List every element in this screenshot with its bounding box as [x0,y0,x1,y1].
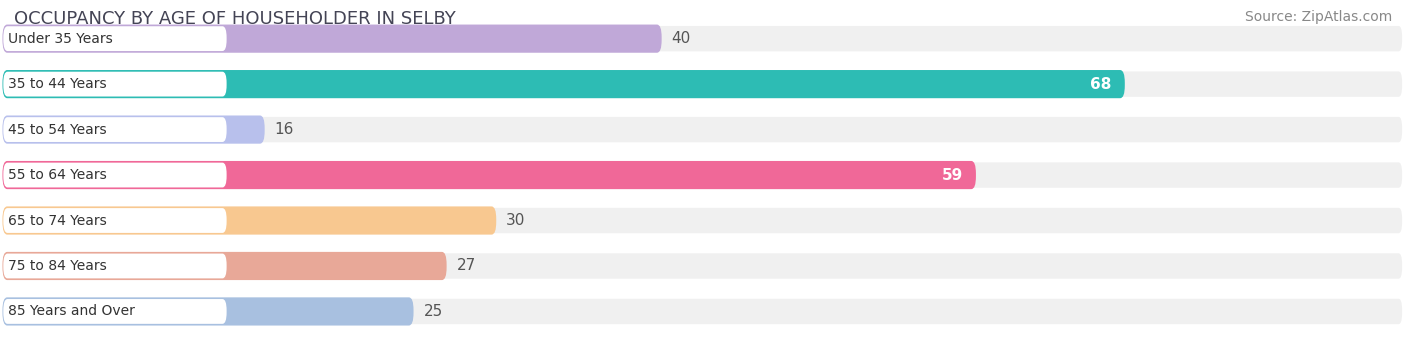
FancyBboxPatch shape [3,70,1403,98]
FancyBboxPatch shape [3,161,1403,189]
FancyBboxPatch shape [3,161,976,189]
FancyBboxPatch shape [3,252,1403,280]
FancyBboxPatch shape [3,299,226,324]
Text: 85 Years and Over: 85 Years and Over [8,305,135,318]
FancyBboxPatch shape [3,254,226,278]
FancyBboxPatch shape [3,206,496,235]
Text: 75 to 84 Years: 75 to 84 Years [8,259,107,273]
Text: 40: 40 [672,31,690,46]
FancyBboxPatch shape [3,297,1403,326]
Text: OCCUPANCY BY AGE OF HOUSEHOLDER IN SELBY: OCCUPANCY BY AGE OF HOUSEHOLDER IN SELBY [14,10,456,28]
FancyBboxPatch shape [3,252,447,280]
Text: 25: 25 [423,304,443,319]
Text: Source: ZipAtlas.com: Source: ZipAtlas.com [1244,10,1392,24]
FancyBboxPatch shape [3,70,1125,98]
FancyBboxPatch shape [3,163,226,188]
Text: 59: 59 [942,167,963,182]
Text: 45 to 54 Years: 45 to 54 Years [8,122,107,137]
Text: Under 35 Years: Under 35 Years [8,32,112,46]
FancyBboxPatch shape [3,206,1403,235]
Text: 35 to 44 Years: 35 to 44 Years [8,77,107,91]
Text: 55 to 64 Years: 55 to 64 Years [8,168,107,182]
FancyBboxPatch shape [3,117,226,142]
Text: 16: 16 [274,122,294,137]
FancyBboxPatch shape [3,25,662,53]
FancyBboxPatch shape [3,25,1403,53]
Text: 27: 27 [457,258,475,273]
FancyBboxPatch shape [3,116,1403,144]
FancyBboxPatch shape [3,72,226,97]
FancyBboxPatch shape [3,297,413,326]
FancyBboxPatch shape [3,26,226,51]
Text: 65 to 74 Years: 65 to 74 Years [8,213,107,227]
FancyBboxPatch shape [3,116,264,144]
Text: 68: 68 [1090,77,1112,92]
FancyBboxPatch shape [3,208,226,233]
Text: 30: 30 [506,213,526,228]
